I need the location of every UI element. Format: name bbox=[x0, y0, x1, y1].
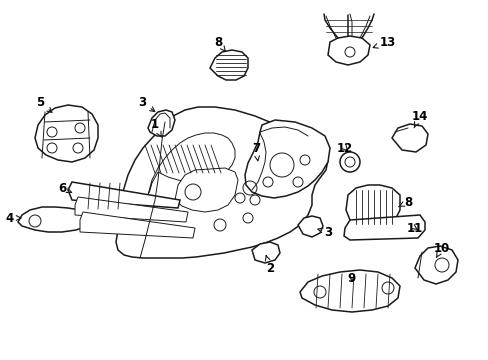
Polygon shape bbox=[209, 50, 247, 80]
Polygon shape bbox=[35, 105, 98, 162]
Text: 5: 5 bbox=[36, 95, 52, 112]
Polygon shape bbox=[116, 107, 327, 258]
Polygon shape bbox=[80, 212, 195, 238]
Text: 7: 7 bbox=[251, 141, 260, 161]
Polygon shape bbox=[343, 215, 424, 240]
Polygon shape bbox=[75, 197, 187, 222]
Polygon shape bbox=[327, 36, 369, 65]
Polygon shape bbox=[175, 168, 238, 212]
Text: 1: 1 bbox=[151, 118, 161, 137]
Polygon shape bbox=[251, 242, 280, 263]
Text: 6: 6 bbox=[58, 181, 72, 194]
Text: 9: 9 bbox=[347, 271, 355, 284]
Polygon shape bbox=[148, 110, 175, 136]
Polygon shape bbox=[414, 246, 457, 284]
Text: 14: 14 bbox=[411, 109, 427, 128]
Text: 8: 8 bbox=[398, 195, 411, 208]
Polygon shape bbox=[297, 216, 323, 237]
Text: 11: 11 bbox=[406, 221, 422, 234]
Text: 10: 10 bbox=[433, 242, 449, 257]
Polygon shape bbox=[68, 182, 180, 208]
Polygon shape bbox=[391, 124, 427, 152]
Polygon shape bbox=[244, 120, 329, 198]
Text: 8: 8 bbox=[213, 36, 225, 51]
Text: 4: 4 bbox=[6, 211, 21, 225]
Text: 12: 12 bbox=[336, 141, 352, 154]
Text: 3: 3 bbox=[317, 225, 331, 238]
Text: 3: 3 bbox=[138, 95, 155, 112]
Polygon shape bbox=[299, 270, 399, 312]
Polygon shape bbox=[18, 207, 92, 232]
Polygon shape bbox=[346, 185, 399, 228]
Text: 2: 2 bbox=[265, 256, 273, 274]
Polygon shape bbox=[148, 133, 235, 195]
Text: 13: 13 bbox=[372, 36, 395, 49]
